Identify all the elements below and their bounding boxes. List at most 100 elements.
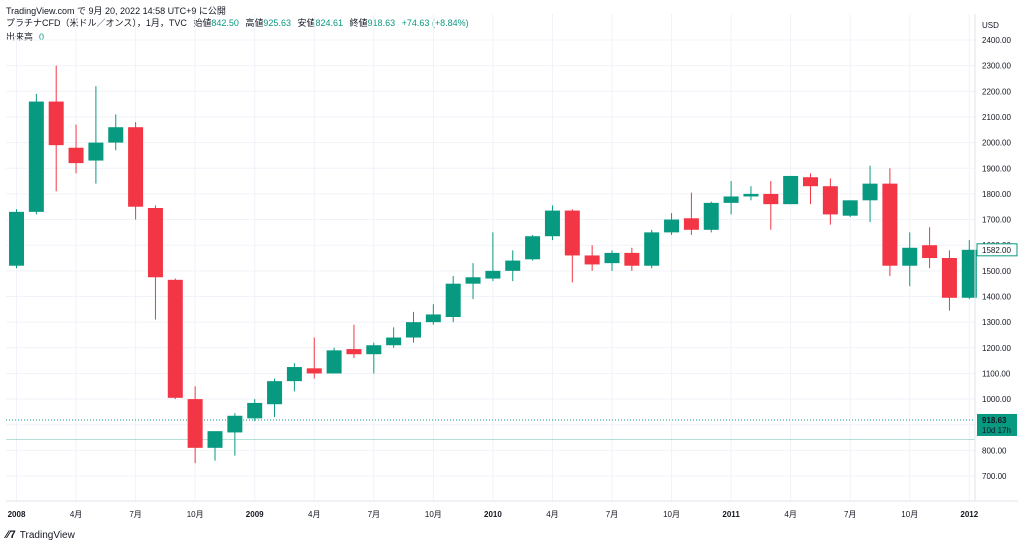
publish-info: TradingView.com で 9月 20, 2022 14:58 UTC+… bbox=[6, 6, 226, 16]
candle-body bbox=[88, 142, 104, 161]
reference-lines bbox=[6, 419, 975, 440]
candle-body bbox=[882, 183, 898, 266]
candle-body bbox=[624, 252, 640, 266]
price-tag-countdown: 10d 17h bbox=[982, 426, 1011, 435]
candle-body bbox=[326, 350, 342, 374]
time-tick-label: 7月 bbox=[368, 510, 380, 519]
candle bbox=[187, 386, 203, 464]
level-tag-value: 1582.00 bbox=[982, 246, 1011, 255]
price-tick-label: 700.00 bbox=[982, 472, 1007, 481]
close-value: 918.63 bbox=[367, 18, 396, 28]
time-tick-label: 10月 bbox=[187, 510, 204, 519]
candle bbox=[902, 232, 918, 287]
close-label: 終値 bbox=[349, 18, 368, 28]
price-tick-label: 2200.00 bbox=[982, 87, 1011, 96]
time-tick-label: 4月 bbox=[70, 510, 82, 519]
price-tick-label: 1100.00 bbox=[982, 369, 1011, 378]
candle-body bbox=[386, 337, 402, 346]
candle bbox=[207, 431, 223, 461]
change-value: +74.63 (+8.84%) bbox=[401, 18, 469, 28]
time-tick-label: 10月 bbox=[663, 510, 680, 519]
candle-body bbox=[961, 249, 977, 298]
candle bbox=[604, 250, 620, 271]
candle bbox=[743, 186, 759, 201]
candle-body bbox=[763, 193, 779, 205]
volume-label[interactable]: 出来高 bbox=[6, 32, 34, 42]
candle bbox=[386, 327, 402, 348]
candle-body bbox=[803, 177, 818, 187]
candle-body bbox=[505, 260, 521, 271]
price-tick-label: 1900.00 bbox=[982, 164, 1011, 173]
volume-legend: 出来高 0 bbox=[6, 30, 44, 43]
time-tick-label: 7月 bbox=[606, 510, 618, 519]
time-tick-label: 10月 bbox=[425, 510, 442, 519]
tradingview-logo-icon: ⁄⁄7 bbox=[6, 529, 16, 541]
footer-brand[interactable]: ⁄⁄7 TradingView bbox=[6, 529, 75, 541]
candle bbox=[28, 93, 44, 215]
candle-body bbox=[544, 210, 560, 237]
candle-body bbox=[247, 402, 263, 419]
low-value: 824.61 bbox=[315, 18, 344, 28]
time-tick-label: 4月 bbox=[784, 510, 796, 519]
candle bbox=[68, 124, 84, 174]
candle bbox=[763, 181, 779, 230]
candle bbox=[544, 205, 560, 241]
symbol-name[interactable]: プラチナCFD（米ドル／オンス），1月，TVC bbox=[6, 18, 187, 28]
time-tick-label: 2010 bbox=[484, 510, 502, 519]
candle-body bbox=[267, 381, 283, 405]
price-tick-label: 1400.00 bbox=[982, 293, 1011, 302]
candle-body bbox=[604, 252, 620, 264]
candle bbox=[9, 209, 24, 269]
candle-body bbox=[227, 415, 243, 433]
candle bbox=[306, 337, 322, 379]
candle-body bbox=[922, 245, 938, 259]
price-tick-label: 1000.00 bbox=[982, 395, 1011, 404]
price-tick-label: 2400.00 bbox=[982, 36, 1011, 45]
price-axis[interactable]: USD700.00800.00900.001000.001100.001200.… bbox=[974, 14, 1011, 501]
candle-body bbox=[128, 127, 144, 207]
price-tick-label: 800.00 bbox=[982, 446, 1007, 455]
candle bbox=[862, 165, 878, 223]
candle-body bbox=[306, 368, 322, 374]
candle-body bbox=[664, 219, 680, 233]
time-axis[interactable]: 2008 4月 7月 10月 2009 4月 7月 10月 2010 4月 7月 10月 2011 4月 7… bbox=[6, 500, 1018, 519]
candle bbox=[664, 213, 680, 235]
candle bbox=[683, 192, 699, 235]
candle bbox=[247, 399, 263, 421]
candle-body bbox=[703, 202, 719, 230]
price-tick-label: 2100.00 bbox=[982, 113, 1011, 122]
candle bbox=[703, 201, 719, 233]
brand-name: TradingView bbox=[19, 529, 75, 541]
candle bbox=[366, 342, 382, 374]
candle-body bbox=[187, 399, 203, 448]
time-tick-label: 7月 bbox=[129, 510, 141, 519]
candle bbox=[108, 114, 124, 151]
candle-body bbox=[366, 345, 382, 355]
candle-body bbox=[68, 147, 84, 164]
candle-body bbox=[902, 247, 918, 266]
price-tick-label: 2300.00 bbox=[982, 62, 1011, 71]
candle bbox=[723, 181, 739, 215]
candle bbox=[425, 304, 441, 325]
candle bbox=[88, 86, 104, 184]
candle bbox=[326, 347, 342, 374]
candle bbox=[922, 227, 938, 269]
candle-body bbox=[644, 232, 660, 266]
candle bbox=[167, 278, 183, 400]
price-tag-value: 918.63 bbox=[982, 416, 1007, 425]
price-tick-label: 2000.00 bbox=[982, 139, 1011, 148]
candle bbox=[267, 378, 283, 418]
time-tick-label: 4月 bbox=[546, 510, 558, 519]
candle bbox=[644, 229, 660, 269]
volume-value: 0 bbox=[39, 32, 45, 42]
price-tag-box bbox=[977, 413, 1017, 436]
candle bbox=[286, 363, 302, 392]
high-value: 925.63 bbox=[263, 18, 291, 28]
candle-body bbox=[743, 193, 759, 197]
open-value: 842.50 bbox=[211, 18, 239, 28]
candle-body bbox=[445, 283, 461, 318]
candle bbox=[941, 250, 957, 311]
candle-body bbox=[862, 183, 878, 201]
